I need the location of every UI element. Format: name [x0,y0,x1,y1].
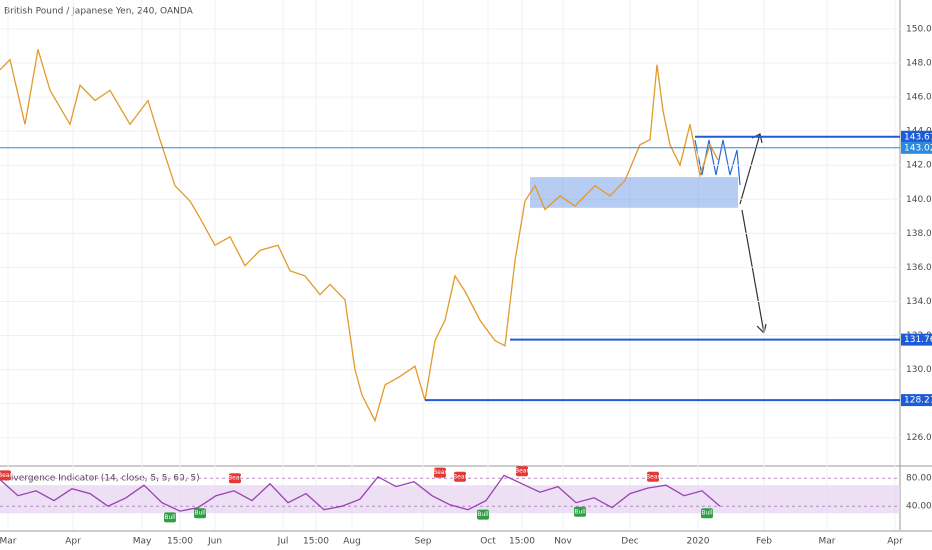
y-tick-label: 126.000 [906,433,932,443]
signal-label: Bear [646,473,660,480]
y-tick-label: 150.000 [906,24,932,34]
x-tick-label: Dec [621,537,638,547]
y-tick-label: 148.000 [906,59,932,69]
x-tick-label: 2020 [687,537,710,547]
y-tick-label: 80.00 [906,474,932,484]
signal-tag [164,512,176,523]
x-tick-label: Apr [65,537,81,547]
y-tick-label: 140.000 [906,195,932,205]
y-tick-label: 138.000 [906,229,932,239]
level-label: 143.670 [904,132,932,142]
signal-label: Bull [164,514,176,521]
x-tick-label: Mar [0,537,17,547]
x-tick-label: Jun [207,537,222,547]
signal-label: Bull [194,510,206,517]
y-tick-label: 146.000 [906,93,932,103]
y-tick-label: 142.000 [906,161,932,171]
signal-label: Bear [433,469,447,476]
signal-tag [477,509,489,520]
signal-label: Bull [477,511,489,518]
level-tag [901,141,932,154]
price-line [0,474,721,512]
level-label: 131.761 [904,335,932,345]
level-label: 128.210 [904,396,932,406]
zone [530,177,738,208]
level-tag [901,130,932,143]
signal-tag [229,473,241,484]
indicator-title: Divergence Indicator (14, close, 5, 5, 6… [4,474,200,484]
y-tick-label: 40.00 [906,502,932,512]
x-tick-label: 15:00 [167,537,193,547]
x-tick-label: Feb [756,537,772,547]
signal-label: Bear [453,473,467,480]
y-tick-label: 134.000 [906,297,932,307]
x-tick-label: Oct [480,537,496,547]
x-tick-label: Mar [819,537,836,547]
x-tick-label: Sep [415,537,432,547]
signal-label: Bull [574,508,586,515]
x-tick-label: Nov [554,537,572,547]
x-tick-label: 15:00 [303,537,329,547]
signal-label: Bear [0,472,13,479]
x-tick-label: Aug [343,537,361,547]
level-tag [901,333,932,346]
rsi-band [0,485,900,514]
signal-tag [454,471,466,482]
signal-label: Bull [701,510,713,517]
signal-tag [516,466,528,477]
x-tick-label: Apr [887,537,903,547]
signal-tag [647,471,659,482]
signal-label: Bear [228,475,242,482]
x-tick-label: May [133,537,152,547]
level-tag [901,394,932,407]
x-tick-label: 15:00 [509,537,535,547]
signal-tag [0,470,11,481]
signal-tag [574,506,586,517]
price-line [0,49,719,423]
signal-tag [434,467,446,478]
chart-title: British Pound / Japanese Yen, 240, OANDA [4,7,194,17]
y-tick-label: 136.000 [906,263,932,273]
x-tick-label: Jul [277,537,289,547]
level-label: 143.022 [904,143,932,153]
signal-tag [194,508,206,519]
signal-label: Bear [515,468,529,475]
y-tick-label: 130.000 [906,365,932,375]
signal-tag [701,508,713,519]
